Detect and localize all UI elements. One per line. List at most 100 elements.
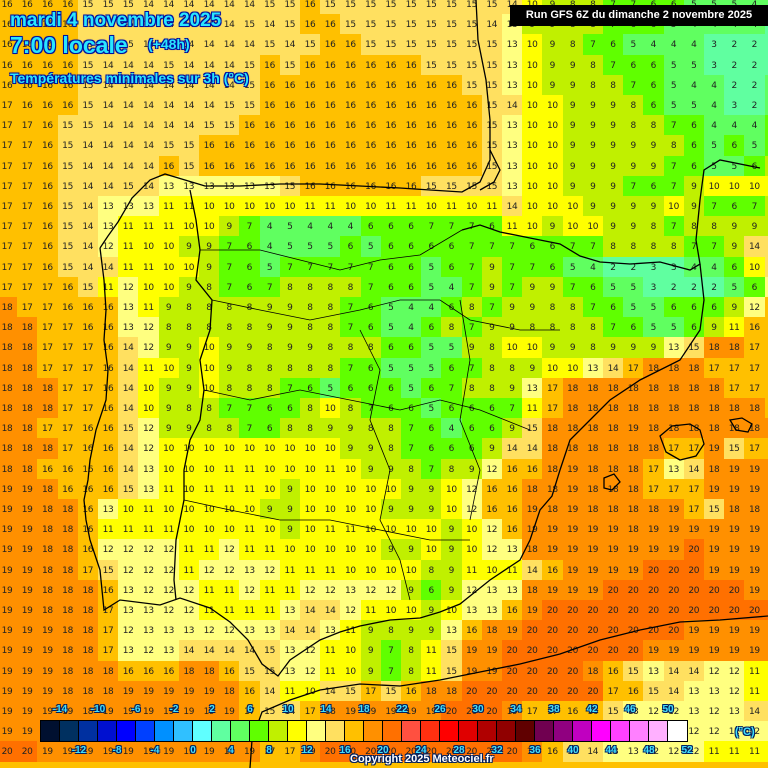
grid-value: 5 bbox=[388, 323, 394, 334]
grid-value: 12 bbox=[142, 424, 154, 435]
grid-value: 11 bbox=[748, 747, 760, 758]
grid-value: 20 bbox=[607, 626, 619, 637]
field-cell bbox=[542, 54, 563, 75]
grid-value: 7 bbox=[489, 242, 495, 253]
grid-value: 16 bbox=[264, 161, 276, 172]
grid-value: 11 bbox=[324, 666, 336, 677]
grid-value: 13 bbox=[122, 303, 134, 313]
field-cell bbox=[17, 95, 38, 116]
grid-value: 12 bbox=[243, 585, 255, 596]
grid-value: 14 bbox=[163, 0, 175, 10]
grid-value: 16 bbox=[223, 161, 235, 172]
colorbar-swatch bbox=[79, 721, 98, 741]
grid-value: 5 bbox=[388, 363, 394, 374]
grid-value: 16 bbox=[324, 101, 336, 111]
grid-value: 7 bbox=[468, 242, 475, 253]
grid-value: 16 bbox=[304, 181, 316, 192]
grid-value: 18 bbox=[82, 626, 94, 637]
grid-value: 16 bbox=[102, 323, 114, 334]
grid-value: 10 bbox=[264, 484, 276, 495]
grid-value: 13 bbox=[688, 707, 700, 717]
grid-value: 15 bbox=[344, 0, 356, 10]
field-cell bbox=[37, 0, 58, 15]
grid-value: 5 bbox=[408, 363, 414, 374]
field-cell bbox=[0, 14, 18, 35]
grid-value: 15 bbox=[183, 161, 195, 172]
grid-value: 13 bbox=[142, 202, 154, 212]
grid-value: 4 bbox=[590, 262, 596, 273]
grid-value: 17 bbox=[21, 303, 33, 313]
grid-value: 17 bbox=[647, 464, 659, 475]
grid-value: 11 bbox=[304, 202, 316, 212]
grid-value: 19 bbox=[748, 565, 760, 576]
grid-value: 19 bbox=[142, 686, 154, 697]
colorbar-label-bottom: 12 bbox=[301, 745, 313, 756]
grid-value: 20 bbox=[688, 606, 700, 616]
grid-value: 18 bbox=[567, 383, 579, 394]
grid-value: 15 bbox=[344, 686, 356, 697]
grid-value: 15 bbox=[728, 444, 740, 455]
grid-value: 13 bbox=[284, 646, 296, 657]
grid-value: 5 bbox=[630, 40, 636, 51]
grid-value: 12 bbox=[102, 242, 114, 253]
grid-value: 9 bbox=[509, 424, 515, 435]
colorbar-label-bottom: -12 bbox=[71, 745, 87, 756]
grid-value: 19 bbox=[607, 525, 619, 536]
grid-value: 12 bbox=[122, 565, 134, 576]
grid-value: 9 bbox=[287, 505, 293, 515]
grid-value: 19 bbox=[21, 646, 33, 657]
grid-value: 18 bbox=[1, 424, 13, 435]
field-cell bbox=[562, 95, 583, 116]
field-cell bbox=[623, 34, 644, 55]
field-cell bbox=[724, 54, 745, 75]
grid-value: 18 bbox=[62, 606, 74, 616]
grid-value: 20 bbox=[526, 626, 538, 637]
field-cell bbox=[57, 256, 78, 277]
grid-value: 6 bbox=[731, 262, 737, 273]
grid-value: 15 bbox=[486, 181, 498, 192]
grid-value: 4 bbox=[266, 222, 273, 233]
grid-value: 5 bbox=[650, 323, 657, 334]
grid-value: 20 bbox=[627, 606, 639, 616]
grid-value: 17 bbox=[728, 363, 740, 374]
field-cell bbox=[77, 0, 98, 15]
grid-value: 18 bbox=[21, 444, 33, 455]
grid-value: 11 bbox=[506, 222, 518, 233]
field-cell bbox=[37, 34, 58, 55]
grid-value: 6 bbox=[246, 282, 253, 293]
grid-value: 9 bbox=[610, 202, 616, 212]
grid-value: 16 bbox=[82, 505, 94, 515]
grid-value: 16 bbox=[304, 80, 316, 91]
grid-value: 14 bbox=[324, 686, 336, 697]
grid-value: 15 bbox=[82, 121, 94, 132]
grid-value: 9 bbox=[569, 121, 576, 132]
grid-value: 16 bbox=[486, 484, 498, 495]
grid-value: 17 bbox=[728, 383, 740, 394]
grid-value: 18 bbox=[62, 565, 74, 576]
grid-value: 14 bbox=[183, 101, 195, 111]
grid-value: 15 bbox=[264, 666, 276, 677]
field-cell bbox=[704, 74, 725, 95]
grid-value: 16 bbox=[41, 161, 53, 172]
grid-value: 10 bbox=[284, 545, 296, 556]
grid-value: 7 bbox=[509, 242, 515, 253]
grid-value: 12 bbox=[708, 727, 720, 738]
grid-value: 10 bbox=[748, 181, 760, 192]
grid-value: 10 bbox=[365, 525, 377, 536]
grid-value: 10 bbox=[243, 444, 255, 455]
grid-value: 8 bbox=[186, 404, 192, 414]
grid-value: 17 bbox=[21, 141, 33, 152]
grid-value: 20 bbox=[647, 565, 659, 576]
field-cell bbox=[17, 236, 38, 257]
grid-value: 12 bbox=[142, 646, 154, 657]
colorbar-swatch bbox=[136, 721, 155, 741]
grid-value: 16 bbox=[41, 181, 53, 192]
grid-value: 11 bbox=[163, 222, 175, 233]
grid-value: 18 bbox=[688, 424, 700, 435]
grid-value: 18 bbox=[62, 585, 74, 596]
colorbar-swatch bbox=[41, 721, 60, 741]
field-cell bbox=[522, 135, 543, 156]
grid-value: 10 bbox=[526, 141, 538, 152]
grid-value: 13 bbox=[466, 606, 478, 616]
field-cell bbox=[0, 95, 18, 116]
